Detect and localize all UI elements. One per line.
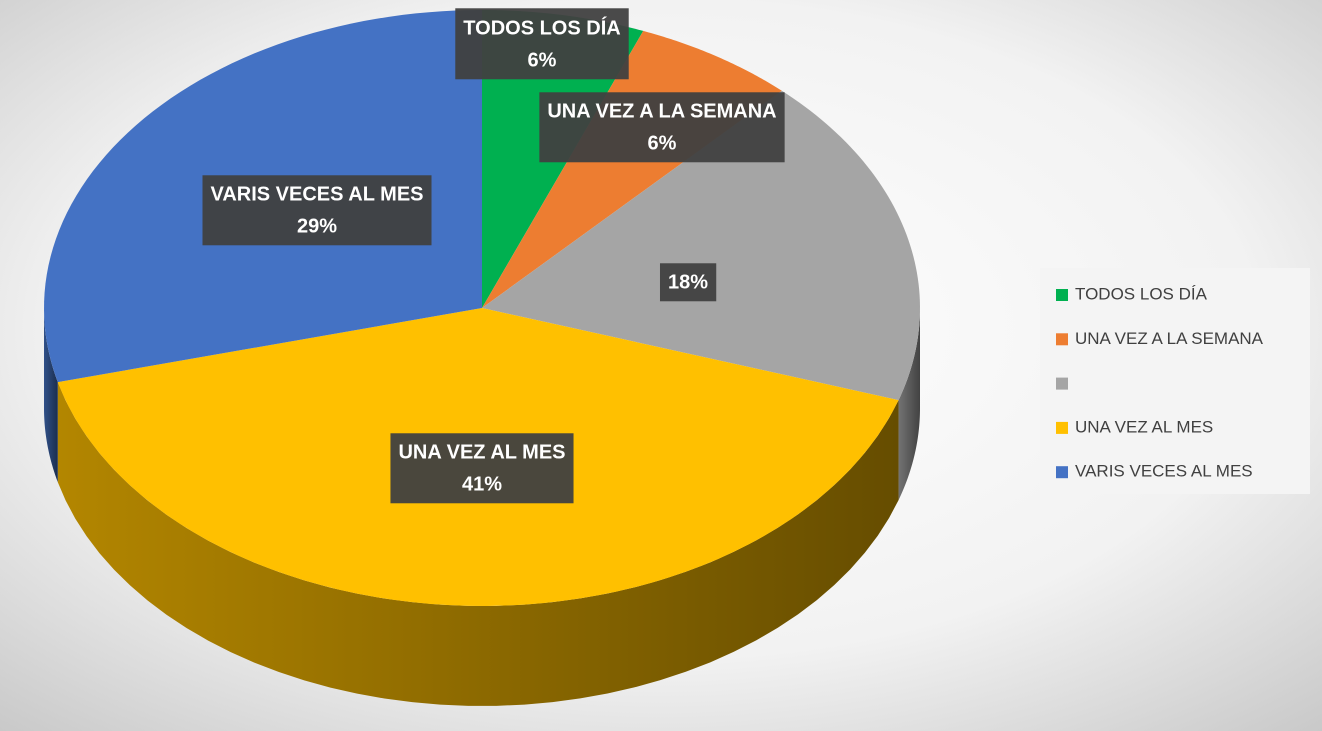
legend-label: UNA VEZ AL MES (1075, 417, 1213, 436)
data-label-category: TODOS LOS DÍA (463, 16, 620, 39)
data-label-value: 6% (528, 49, 557, 71)
data-label: UNA VEZ AL MES 41% (390, 433, 574, 504)
slice-side (44, 308, 58, 483)
legend-swatch (1056, 377, 1068, 390)
data-label-category: UNA VEZ A LA SEMANA (547, 100, 776, 122)
legend-label: UNA VEZ A LA SEMANA (1075, 329, 1264, 348)
legend-swatch (1056, 289, 1068, 301)
legend-swatch (1056, 333, 1068, 346)
legend-label: VARIS VECES AL MES (1075, 462, 1253, 481)
data-label-box (539, 92, 785, 163)
data-label: TODOS LOS DÍA 6% (455, 8, 629, 80)
data-label-value: 29% (297, 215, 337, 237)
data-label-value: 18% (668, 271, 708, 293)
legend-swatch (1056, 421, 1068, 434)
legend-box (1040, 268, 1310, 494)
data-label-category: UNA VEZ AL MES (398, 441, 565, 463)
pie-slice (482, 90, 920, 401)
slice-side (898, 308, 920, 501)
data-label: VARIS VECES AL MES 29% (202, 175, 432, 246)
data-label-box (455, 8, 629, 80)
data-label-category: VARIS VECES AL MES (210, 183, 423, 205)
legend-label: TODOS LOS DÍA (1075, 284, 1208, 303)
data-label: UNA VEZ A LA SEMANA 6% (539, 92, 785, 163)
data-label-value: 41% (462, 473, 502, 495)
data-label-box (390, 433, 574, 504)
data-label-value: 6% (648, 132, 677, 154)
data-label-box (659, 263, 717, 302)
slice-side (57, 382, 899, 706)
data-label-box (202, 175, 432, 246)
data-label: 18% (659, 263, 717, 302)
legend-swatch (1056, 466, 1068, 479)
